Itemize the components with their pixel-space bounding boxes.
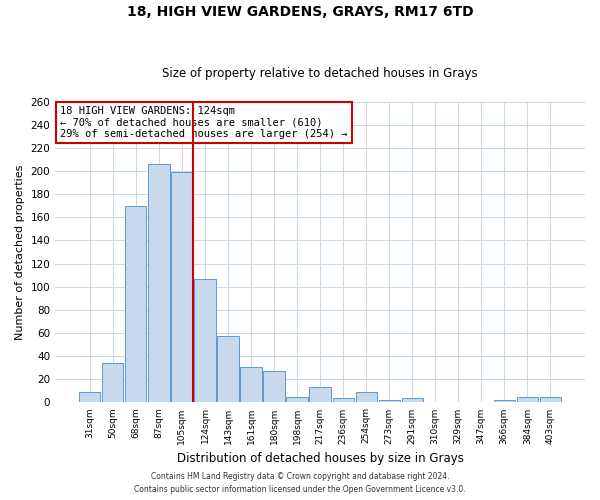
X-axis label: Distribution of detached houses by size in Grays: Distribution of detached houses by size … xyxy=(176,452,464,465)
Title: Size of property relative to detached houses in Grays: Size of property relative to detached ho… xyxy=(162,66,478,80)
Text: 18, HIGH VIEW GARDENS, GRAYS, RM17 6TD: 18, HIGH VIEW GARDENS, GRAYS, RM17 6TD xyxy=(127,5,473,19)
Bar xyxy=(102,363,124,403)
Bar xyxy=(286,396,308,402)
Text: Contains HM Land Registry data © Crown copyright and database right 2024.
Contai: Contains HM Land Registry data © Crown c… xyxy=(134,472,466,494)
Bar xyxy=(517,396,538,402)
Bar xyxy=(540,396,561,402)
Bar xyxy=(194,278,215,402)
Bar xyxy=(494,400,515,402)
Bar xyxy=(172,172,193,402)
Bar xyxy=(379,400,400,402)
Bar xyxy=(125,206,146,402)
Bar xyxy=(310,388,331,402)
Bar xyxy=(79,392,100,402)
Bar xyxy=(356,392,377,402)
Bar xyxy=(148,164,170,402)
Bar xyxy=(217,336,239,402)
Text: 18 HIGH VIEW GARDENS: 124sqm
← 70% of detached houses are smaller (610)
29% of s: 18 HIGH VIEW GARDENS: 124sqm ← 70% of de… xyxy=(61,106,348,139)
Bar xyxy=(332,398,353,402)
Bar xyxy=(263,371,284,402)
Y-axis label: Number of detached properties: Number of detached properties xyxy=(15,164,25,340)
Bar xyxy=(401,398,423,402)
Bar xyxy=(241,366,262,402)
